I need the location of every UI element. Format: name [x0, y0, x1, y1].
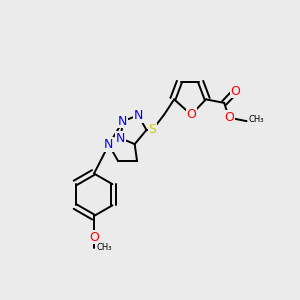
Text: O: O [89, 231, 99, 244]
Text: O: O [224, 111, 234, 124]
Text: S: S [148, 124, 156, 136]
Text: N: N [104, 138, 113, 151]
Text: N: N [134, 109, 143, 122]
Text: O: O [186, 108, 196, 121]
Text: CH₃: CH₃ [96, 243, 112, 252]
Text: O: O [230, 85, 240, 98]
Text: N: N [116, 132, 125, 145]
Text: CH₃: CH₃ [249, 115, 264, 124]
Text: N: N [118, 115, 128, 128]
